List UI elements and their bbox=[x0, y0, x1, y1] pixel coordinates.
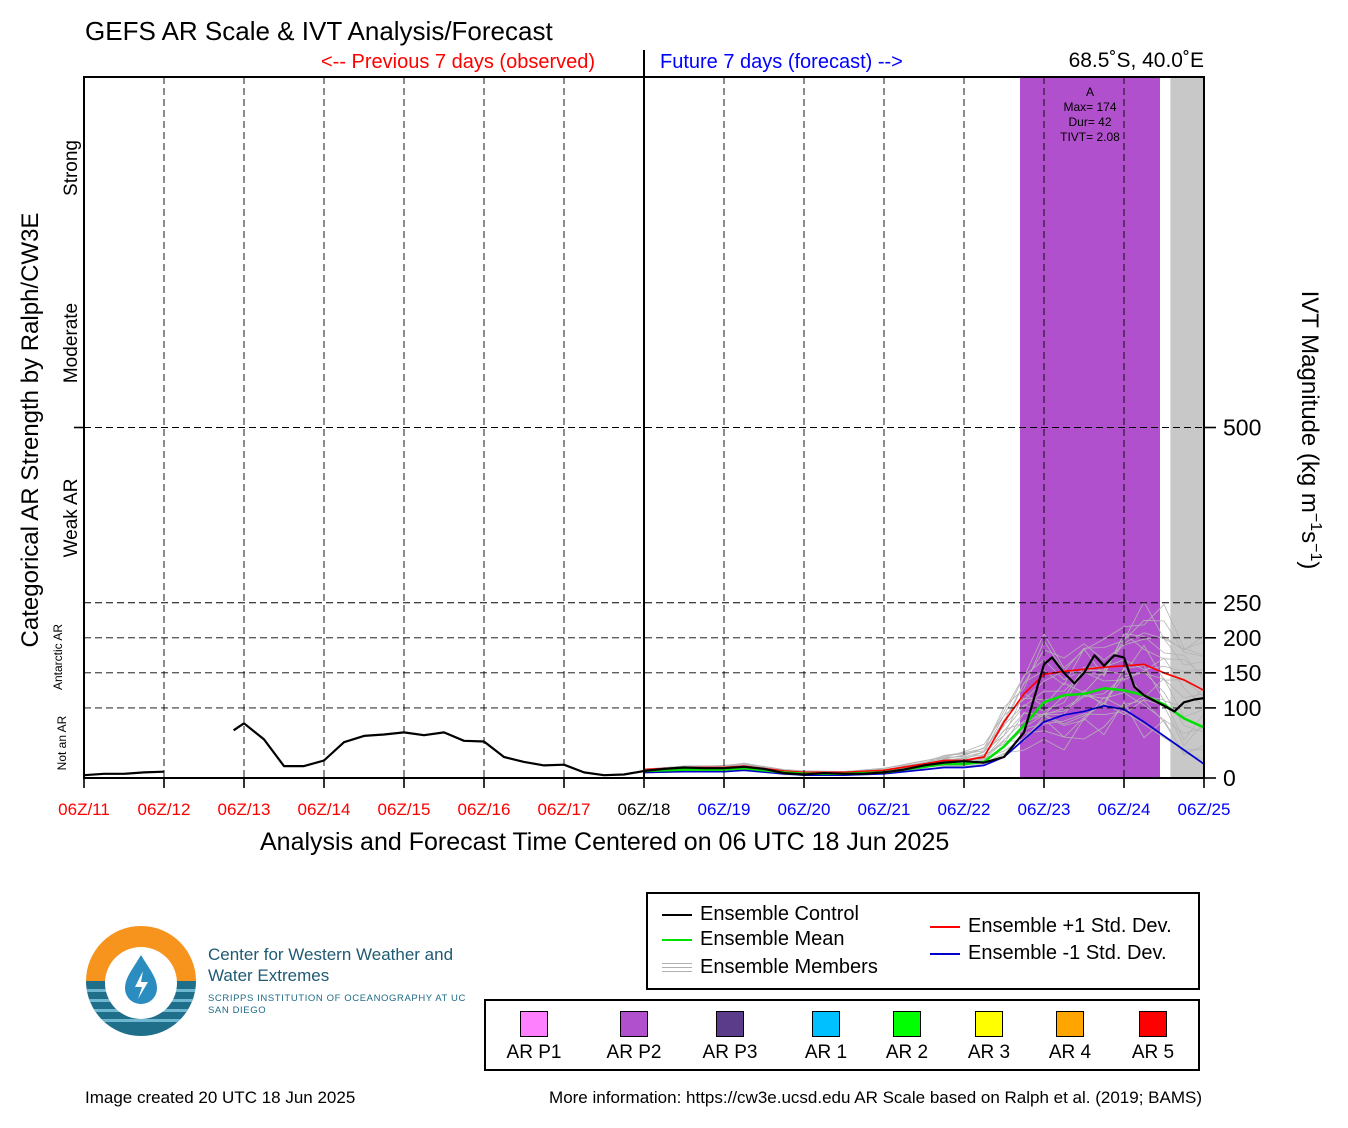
legend-control: Ensemble Control bbox=[662, 903, 859, 926]
x-tick-label: 06Z/13 bbox=[218, 800, 271, 819]
y-axis-right-label: IVT Magnitude (kg m−1s−1) bbox=[1296, 291, 1324, 570]
ar-event-duration: Dur= 42 bbox=[1068, 115, 1111, 129]
legend-minus-sd-swatch bbox=[930, 952, 960, 955]
category-label: Antarctic AR bbox=[51, 624, 65, 690]
category-label: Weak AR bbox=[61, 479, 82, 558]
line-legend: Ensemble Control Ensemble Mean Ensemble … bbox=[646, 892, 1200, 990]
y-tick-label: 150 bbox=[1223, 660, 1261, 686]
ensemble-member-line bbox=[643, 635, 1204, 773]
category-legend-item: AR 4 bbox=[1030, 1011, 1110, 1064]
y-axis-right-label-part: IVT Magnitude (kg m bbox=[1296, 291, 1323, 513]
x-tick-label: 06Z/20 bbox=[778, 800, 831, 819]
category-legend-item: AR P3 bbox=[690, 1011, 770, 1064]
y-tick-label: 100 bbox=[1223, 695, 1261, 721]
category-label: AR 2 bbox=[885, 1042, 929, 1063]
ensemble-lines bbox=[84, 600, 1204, 777]
y-axis-right-label-part: −1 bbox=[1307, 543, 1324, 561]
x-tick-label: 06Z/18 bbox=[618, 800, 671, 819]
x-tick-label: 06Z/23 bbox=[1018, 800, 1071, 819]
category-swatch bbox=[975, 1011, 1003, 1037]
category-label: AR P2 bbox=[606, 1042, 662, 1063]
y-axis-right-label-part: s bbox=[1296, 531, 1323, 543]
category-legend-item: AR P2 bbox=[594, 1011, 674, 1064]
previous-days-label: <-- Previous 7 days (observed) bbox=[321, 51, 596, 73]
location-label: 68.5˚S, 40.0˚E bbox=[1068, 49, 1204, 72]
category-swatch bbox=[893, 1011, 921, 1037]
future-days-label: Future 7 days (forecast) --> bbox=[660, 51, 903, 73]
category-swatch bbox=[620, 1011, 648, 1037]
category-legend-item: AR 3 bbox=[949, 1011, 1029, 1064]
x-axis-label: Analysis and Forecast Time Centered on 0… bbox=[260, 828, 950, 856]
category-legend-item: AR 5 bbox=[1113, 1011, 1193, 1064]
x-tick-label: 06Z/22 bbox=[938, 800, 991, 819]
category-legend-item: AR 1 bbox=[786, 1011, 866, 1064]
category-label: AR 4 bbox=[1048, 1042, 1092, 1063]
legend-mean-label: Ensemble Mean bbox=[700, 928, 845, 950]
legend-control-swatch bbox=[662, 913, 692, 916]
more-info-text: More information: https://cw3e.ucsd.edu … bbox=[549, 1088, 1202, 1107]
category-label: AR 5 bbox=[1131, 1042, 1175, 1063]
legend-plus-sd-swatch bbox=[930, 925, 960, 928]
y-axis-right-label-part: ) bbox=[1296, 561, 1323, 569]
category-swatch bbox=[1139, 1011, 1167, 1037]
x-tick-label: 06Z/15 bbox=[378, 800, 431, 819]
legend-members-label: Ensemble Members bbox=[700, 956, 878, 978]
y-tick-label: 250 bbox=[1223, 590, 1261, 616]
category-label: AR P1 bbox=[506, 1042, 562, 1063]
org-name: Center for Western Weather and Water Ext… bbox=[208, 945, 454, 985]
org-subtitle: SCRIPPS INSTITUTION OF OCEANOGRAPHY AT U… bbox=[208, 993, 466, 1016]
category-swatch bbox=[520, 1011, 548, 1037]
ensemble-member-line bbox=[643, 603, 1204, 773]
x-tick-label: 06Z/16 bbox=[458, 800, 511, 819]
control-line bbox=[232, 654, 1204, 777]
ar-event-tivt: TIVT= 2.08 bbox=[1060, 130, 1120, 144]
y-axis-left-label: Categorical AR Strength by Ralph/CW3E bbox=[17, 213, 44, 648]
x-tick-label: 06Z/11 bbox=[58, 800, 110, 819]
created-timestamp: Image created 20 UTC 18 Jun 2025 bbox=[85, 1088, 356, 1107]
category-legend: AR P1 AR P2 AR P3 AR 1 AR 2 AR 3 AR 4 AR 5 bbox=[484, 999, 1200, 1071]
cw3e-logo-icon bbox=[86, 926, 196, 1036]
legend-members-swatch bbox=[662, 960, 692, 975]
x-tick-label: 06Z/12 bbox=[138, 800, 191, 819]
legend-minus-sd-label: Ensemble -1 Std. Dev. bbox=[968, 942, 1167, 964]
category-swatch bbox=[812, 1011, 840, 1037]
category-label: AR P3 bbox=[702, 1042, 758, 1063]
y-axis-right-label-part: −1 bbox=[1307, 513, 1324, 531]
chart-title: GEFS AR Scale & IVT Analysis/Forecast bbox=[85, 16, 553, 46]
legend-members: Ensemble Members bbox=[662, 956, 878, 979]
category-label: Strong bbox=[61, 140, 82, 196]
category-swatch bbox=[1056, 1011, 1084, 1037]
category-swatch bbox=[716, 1011, 744, 1037]
x-tick-label: 06Z/19 bbox=[698, 800, 751, 819]
legend-minus-sd: Ensemble -1 Std. Dev. bbox=[930, 942, 1167, 965]
category-label: AR 3 bbox=[967, 1042, 1011, 1063]
category-label: AR 1 bbox=[804, 1042, 848, 1063]
control-line bbox=[84, 770, 165, 777]
legend-mean: Ensemble Mean bbox=[662, 928, 845, 951]
category-label: Moderate bbox=[61, 303, 82, 383]
legend-plus-sd-label: Ensemble +1 Std. Dev. bbox=[968, 915, 1172, 937]
ar-event-letter: A bbox=[1086, 85, 1094, 99]
legend-control-label: Ensemble Control bbox=[700, 903, 859, 925]
x-tick-label: 06Z/14 bbox=[298, 800, 351, 819]
x-tick-label: 06Z/21 bbox=[858, 800, 911, 819]
ar-event-max: Max= 174 bbox=[1063, 100, 1116, 114]
category-legend-item: AR P1 bbox=[494, 1011, 574, 1064]
y-tick-label: 0 bbox=[1223, 765, 1236, 791]
y-tick-label: 500 bbox=[1223, 415, 1261, 441]
category-label: Not an AR bbox=[55, 715, 69, 770]
minus-sd-line bbox=[643, 704, 1204, 777]
x-tick-label: 06Z/17 bbox=[538, 800, 591, 819]
x-tick-label: 06Z/25 bbox=[1178, 800, 1231, 819]
category-legend-item: AR 2 bbox=[867, 1011, 947, 1064]
y-tick-label: 200 bbox=[1223, 625, 1261, 651]
x-tick-label: 06Z/24 bbox=[1098, 800, 1151, 819]
legend-plus-sd: Ensemble +1 Std. Dev. bbox=[930, 915, 1172, 938]
legend-mean-swatch bbox=[662, 938, 692, 941]
